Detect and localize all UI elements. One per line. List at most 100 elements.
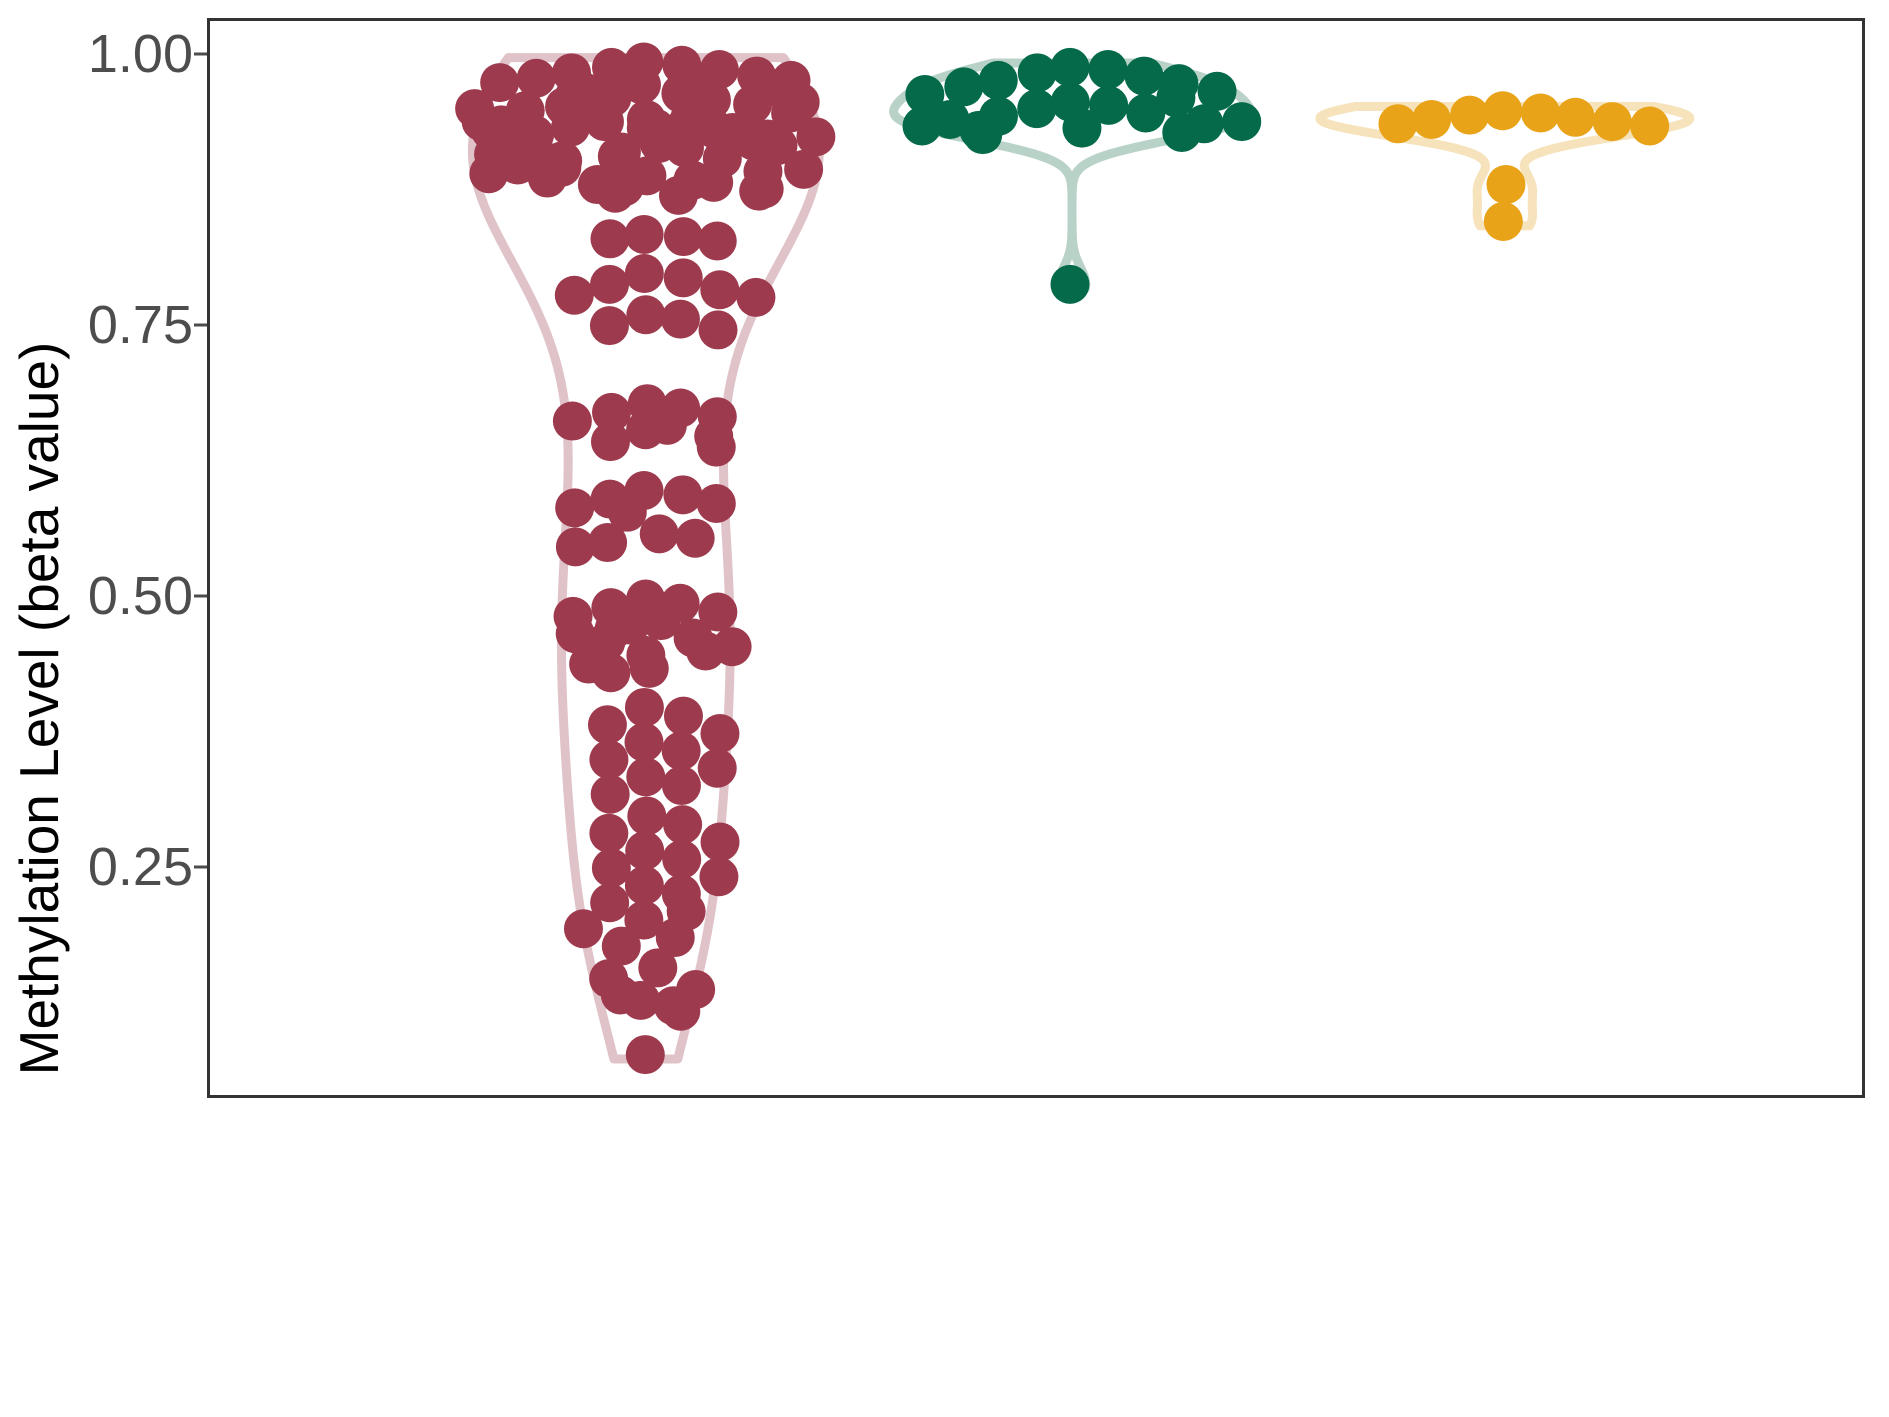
y-tick-mark [194, 865, 207, 869]
data-point [1412, 99, 1452, 139]
data-point [700, 822, 740, 862]
data-point [661, 991, 701, 1031]
data-point [624, 900, 664, 940]
data-point [1062, 108, 1102, 148]
data-point [736, 277, 776, 317]
data-point [554, 275, 594, 315]
data-point [597, 136, 637, 176]
data-point [595, 173, 635, 213]
data-point [625, 1035, 665, 1075]
y-tick-mark [194, 594, 207, 598]
data-point [697, 748, 737, 788]
data-point [700, 713, 740, 753]
violin-group-3 [1315, 91, 1695, 241]
data-point [480, 63, 520, 103]
data-point [516, 58, 556, 98]
data-point [771, 93, 811, 133]
data-point [784, 149, 824, 189]
y-axis-title: Methylation Level (beta value) [8, 341, 70, 1076]
violin-outline-3 [1315, 101, 1695, 231]
data-point [1378, 104, 1418, 144]
y-tick-label-0-75: 0.75 [87, 294, 193, 355]
data-point [590, 774, 630, 814]
data-point [1486, 165, 1526, 205]
data-point [663, 805, 703, 845]
data-point [601, 926, 641, 966]
data-point [590, 422, 630, 462]
data-point [641, 601, 681, 641]
data-point [663, 475, 703, 515]
data-point [944, 67, 984, 107]
data-point [624, 722, 664, 762]
data-point [590, 883, 630, 923]
data-point [696, 427, 736, 467]
data-point [621, 65, 661, 105]
data-point [469, 154, 509, 194]
data-point [696, 484, 736, 523]
data-point [589, 813, 629, 853]
data-point [584, 102, 624, 142]
data-point [587, 705, 627, 745]
data-point [660, 299, 700, 339]
data-point [589, 306, 629, 346]
data-point [663, 217, 703, 257]
data-point [662, 839, 702, 879]
data-point [1124, 56, 1164, 96]
plot-canvas [455, 42, 1695, 1075]
data-point [629, 648, 669, 688]
data-point [592, 392, 631, 432]
data-point [655, 917, 695, 957]
data-point [1630, 106, 1670, 146]
data-point [552, 401, 592, 441]
data-point [1592, 102, 1632, 142]
y-tick-label-0-50: 0.50 [87, 565, 193, 626]
y-tick-mark [194, 52, 207, 56]
data-point [1126, 93, 1166, 133]
data-point [555, 614, 595, 654]
data-point [626, 410, 666, 450]
data-point [1156, 78, 1196, 118]
data-point [588, 523, 628, 563]
data-point [563, 909, 603, 949]
data-point [963, 115, 1003, 155]
data-point [638, 948, 678, 988]
data-point [698, 592, 738, 632]
data-point [555, 527, 595, 567]
data-point [697, 221, 737, 261]
data-point [1050, 264, 1090, 304]
data-point [1162, 112, 1202, 152]
data-point [733, 84, 773, 124]
data-point [663, 258, 703, 298]
data-point [1089, 85, 1129, 125]
data-point [627, 796, 667, 836]
data-point [700, 270, 740, 310]
data-point [527, 158, 567, 198]
data-point [1017, 89, 1057, 129]
data-point [686, 631, 726, 671]
data-point [978, 60, 1018, 100]
data-point [1088, 50, 1128, 90]
data-point [663, 696, 703, 736]
data-point [551, 107, 591, 147]
data-point [555, 488, 595, 528]
data-point [624, 687, 664, 727]
data-point [1197, 71, 1237, 111]
data-point [1017, 53, 1057, 93]
data-point [626, 295, 666, 335]
y-tick-mark [194, 323, 207, 327]
data-point [590, 264, 630, 304]
data-point [589, 740, 629, 780]
data-point [1222, 102, 1262, 142]
data-point [591, 47, 631, 87]
data-point [698, 310, 738, 350]
data-point [591, 848, 631, 888]
y-tick-label-1-00: 1.00 [87, 23, 193, 84]
data-point [1050, 47, 1090, 87]
data-point [625, 831, 665, 871]
data-point [639, 514, 679, 554]
data-point [699, 857, 739, 897]
data-point [739, 171, 779, 211]
data-point [905, 75, 945, 115]
data-point [658, 175, 698, 215]
